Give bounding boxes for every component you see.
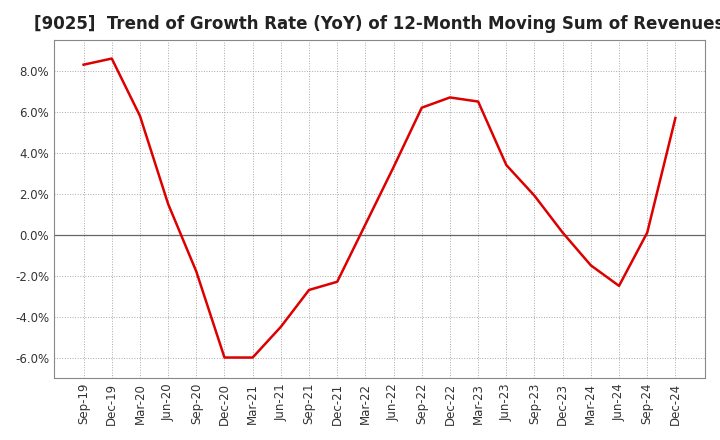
Title: [9025]  Trend of Growth Rate (YoY) of 12-Month Moving Sum of Revenues: [9025] Trend of Growth Rate (YoY) of 12-… [35, 15, 720, 33]
